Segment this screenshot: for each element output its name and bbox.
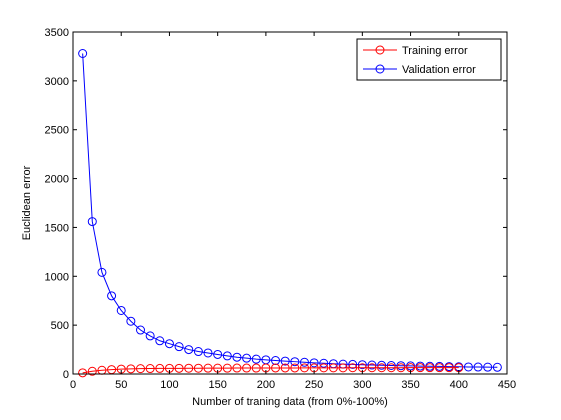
x-tick-label: 100 xyxy=(160,379,178,391)
data-point xyxy=(271,363,281,373)
data-point xyxy=(425,363,435,373)
data-point xyxy=(386,363,396,373)
data-point xyxy=(319,363,329,373)
x-tick-label: 0 xyxy=(70,379,76,391)
data-point xyxy=(126,364,136,374)
data-point xyxy=(309,358,319,368)
y-axis-ticks: 0 500 1000 1500 2000 2500 3000 3500 xyxy=(45,27,507,381)
data-point xyxy=(492,362,502,372)
data-point xyxy=(251,363,261,373)
y-tick-label: 3000 xyxy=(45,76,69,88)
y-axis-label: Euclidean error xyxy=(21,165,33,240)
data-point xyxy=(328,363,338,373)
data-point xyxy=(299,357,309,367)
data-point xyxy=(377,360,387,370)
data-point xyxy=(203,348,213,358)
data-point xyxy=(203,363,213,373)
data-point xyxy=(232,352,242,362)
data-point xyxy=(271,356,281,366)
x-axis-label: Number of traning data (from 0%-100%) xyxy=(192,396,388,408)
data-point xyxy=(473,362,483,372)
y-tick-label: 0 xyxy=(63,369,69,381)
data-point xyxy=(126,316,136,326)
legend-label: Validation error xyxy=(402,64,476,76)
x-tick-label: 50 xyxy=(115,379,127,391)
data-point xyxy=(367,360,377,370)
data-point xyxy=(222,363,232,373)
data-point xyxy=(377,363,387,373)
data-point xyxy=(155,336,165,346)
data-point xyxy=(338,363,348,373)
data-point xyxy=(319,358,329,368)
data-point xyxy=(251,354,261,364)
data-point xyxy=(145,331,155,341)
x-tick-label: 400 xyxy=(450,379,468,391)
plot-area xyxy=(73,32,507,374)
data-point xyxy=(280,363,290,373)
data-point xyxy=(97,267,107,277)
data-point xyxy=(242,363,252,373)
data-point xyxy=(483,362,493,372)
data-point xyxy=(213,349,223,359)
series-line xyxy=(82,367,459,374)
data-point xyxy=(463,362,473,372)
data-point xyxy=(396,363,406,373)
y-tick-label: 1000 xyxy=(45,271,69,283)
y-tick-label: 500 xyxy=(51,320,69,332)
data-point xyxy=(242,353,252,363)
data-point xyxy=(136,325,146,335)
x-axis-ticks: 0 50 100 150 200 250 300 350 400 450 xyxy=(70,32,516,391)
data-point xyxy=(116,305,126,315)
data-point xyxy=(145,364,155,374)
y-tick-label: 3500 xyxy=(45,27,69,39)
data-point xyxy=(434,363,444,373)
data-point xyxy=(222,351,232,361)
data-point xyxy=(78,48,88,58)
data-point xyxy=(164,339,174,349)
data-point xyxy=(87,217,97,227)
data-point xyxy=(174,342,184,352)
data-point xyxy=(290,357,300,367)
data-point xyxy=(174,363,184,373)
data-point xyxy=(232,363,242,373)
data-point xyxy=(415,363,425,373)
data-point xyxy=(299,363,309,373)
data-point xyxy=(348,363,358,373)
plot-frame xyxy=(72,31,508,375)
data-point xyxy=(193,347,203,357)
legend-marker xyxy=(375,64,385,74)
data-point xyxy=(193,363,203,373)
legend-marker xyxy=(375,45,385,55)
data-point xyxy=(78,368,88,378)
data-point xyxy=(136,364,146,374)
data-point xyxy=(290,363,300,373)
y-tick-label: 1500 xyxy=(45,222,69,234)
data-point xyxy=(184,363,194,373)
legend-label: Training error xyxy=(402,45,468,57)
data-point xyxy=(155,363,165,373)
x-tick-label: 350 xyxy=(401,379,419,391)
y-tick-label: 2500 xyxy=(45,125,69,137)
data-point xyxy=(444,363,454,373)
y-tick-label: 2000 xyxy=(45,174,69,186)
data-point xyxy=(386,360,396,370)
x-tick-label: 450 xyxy=(498,379,516,391)
x-tick-label: 250 xyxy=(305,379,323,391)
data-point xyxy=(348,359,358,369)
legend-item: Training error xyxy=(363,45,468,57)
data-point xyxy=(280,356,290,366)
x-tick-label: 150 xyxy=(208,379,226,391)
data-point xyxy=(184,345,194,355)
legend: Training error Validation error xyxy=(356,38,502,81)
data-point xyxy=(107,291,117,301)
legend-item: Validation error xyxy=(363,64,476,76)
x-tick-label: 300 xyxy=(353,379,371,391)
data-point xyxy=(367,363,377,373)
x-tick-label: 200 xyxy=(257,379,275,391)
series-line xyxy=(82,53,498,368)
data-point xyxy=(87,366,97,376)
data-point xyxy=(357,360,367,370)
series-validation-error xyxy=(78,48,502,372)
